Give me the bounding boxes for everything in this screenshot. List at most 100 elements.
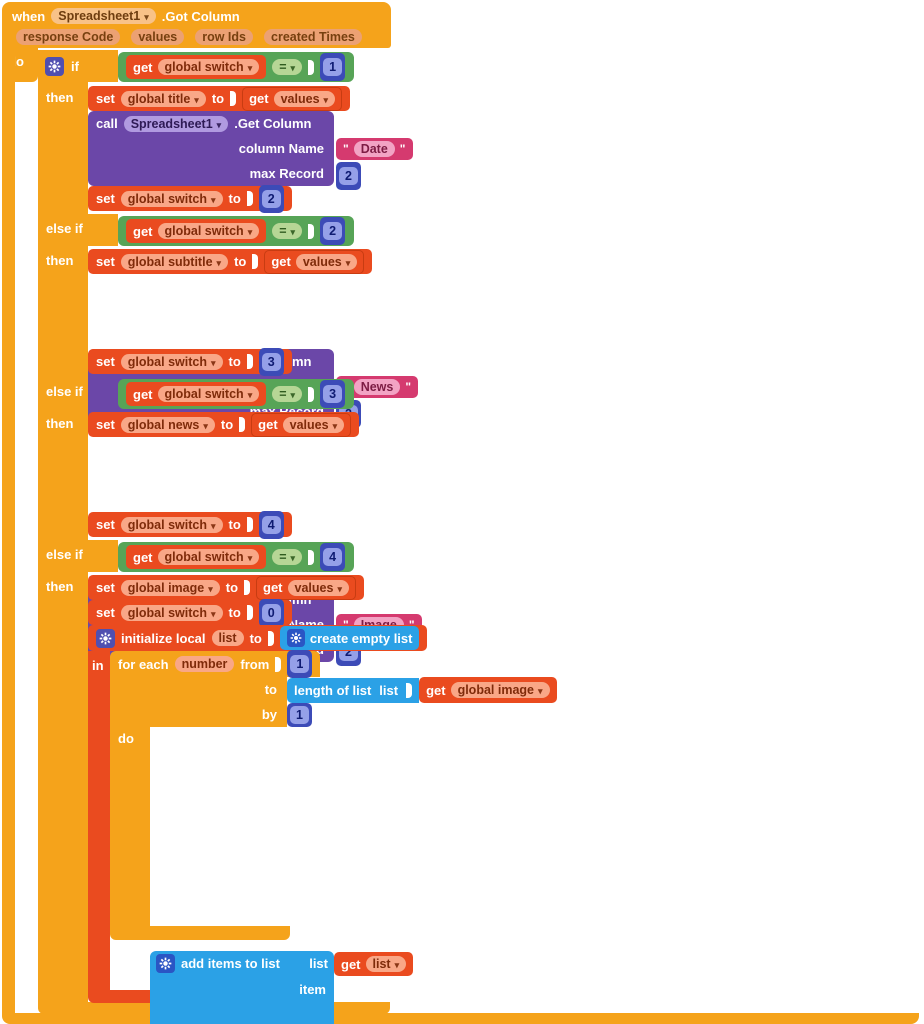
operator-dropdown[interactable]: =	[272, 386, 303, 402]
get-values-block[interactable]: get values	[256, 575, 356, 600]
mutator-gear-icon[interactable]	[286, 629, 305, 647]
number-2-block[interactable]: 2	[320, 217, 346, 245]
variable-dropdown[interactable]: global switch	[157, 59, 260, 75]
if-block-header[interactable]: if	[38, 50, 118, 82]
string-date-block[interactable]: " Date "	[336, 138, 413, 160]
get-global-switch-block[interactable]: get global switch	[126, 219, 267, 243]
get-values-block[interactable]: get values	[264, 249, 365, 274]
local-name-field[interactable]: list	[211, 630, 244, 646]
get-global-image-block[interactable]: get global image	[419, 677, 557, 703]
call-getcolumn-block-1[interactable]: call Spreadsheet1 .Get Column column Nam…	[88, 111, 413, 190]
variable-dropdown[interactable]: values	[273, 90, 336, 107]
get-global-switch-block[interactable]: get global switch	[126, 382, 267, 406]
dropdown-caret-icon	[287, 550, 296, 564]
do-label: do	[118, 731, 134, 746]
event-param-rowids[interactable]: row Ids	[195, 29, 253, 45]
variable-dropdown[interactable]: global switch	[120, 353, 223, 370]
variable-dropdown[interactable]: global subtitle	[120, 253, 229, 270]
variable-dropdown[interactable]: global news	[120, 416, 215, 433]
when-bottom-bar	[2, 1013, 919, 1024]
string-news-block[interactable]: "News"	[336, 376, 419, 398]
foreach-by-label: by	[110, 702, 287, 727]
get-values-block[interactable]: get values	[242, 86, 343, 111]
socket-notch	[252, 254, 259, 269]
dropdown-caret-icon	[213, 255, 222, 269]
elseif-label-3: else if	[38, 540, 118, 572]
loop-var-field[interactable]: number	[174, 656, 235, 672]
variable-dropdown[interactable]: global image	[450, 682, 550, 698]
component-dropdown[interactable]: Spreadsheet1	[123, 115, 229, 132]
dropdown-caret-icon	[207, 355, 216, 369]
operator-dropdown[interactable]: =	[272, 223, 303, 239]
number-3-block[interactable]: 3	[258, 347, 284, 376]
create-empty-list-block[interactable]: create empty list	[279, 626, 420, 650]
number-1-block[interactable]: 1	[320, 53, 346, 81]
dropdown-caret-icon	[207, 518, 216, 532]
number-4-block[interactable]: 4	[320, 543, 346, 571]
if-block-spine[interactable]	[38, 50, 88, 1003]
foreach-number-block[interactable]: for each number from 1	[110, 650, 321, 678]
variable-dropdown[interactable]: global switch	[120, 604, 223, 621]
dropdown-caret-icon	[204, 581, 213, 595]
get-global-switch-block[interactable]: get global switch	[126, 545, 267, 569]
if-keyword: if	[71, 58, 79, 74]
variable-dropdown[interactable]: global switch	[157, 386, 260, 402]
variable-dropdown[interactable]: global switch	[157, 549, 260, 565]
number-1-block[interactable]: 1	[287, 650, 313, 678]
number-0-block[interactable]: 0	[258, 598, 284, 627]
length-of-list-block[interactable]: length of list list get global image	[287, 677, 557, 703]
number-2-block[interactable]: 2	[336, 162, 361, 190]
variable-dropdown[interactable]: global switch	[120, 190, 223, 207]
socket-notch	[308, 59, 315, 75]
event-param-responsecode[interactable]: response Code	[16, 29, 121, 45]
component-dropdown[interactable]: Spreadsheet1	[51, 8, 156, 24]
variable-dropdown[interactable]: values	[295, 253, 358, 270]
variable-dropdown[interactable]: values	[282, 416, 345, 433]
number-2-block[interactable]: 2	[258, 184, 284, 213]
variable-dropdown[interactable]: global switch	[157, 223, 260, 239]
socket-notch	[406, 682, 413, 698]
elseif-label-1: else if	[38, 214, 118, 246]
dropdown-caret-icon	[320, 92, 329, 106]
dropdown-caret-icon	[207, 606, 216, 620]
init-local-list-block[interactable]: initialize local list to create empty li…	[88, 625, 428, 651]
when-left-spine	[2, 48, 15, 1014]
variable-dropdown[interactable]: list	[365, 956, 407, 972]
number-4-block[interactable]: 4	[258, 510, 284, 539]
get-values-block[interactable]: get values	[251, 412, 352, 437]
dropdown-caret-icon	[207, 192, 216, 206]
operator-dropdown[interactable]: =	[272, 59, 303, 75]
dropdown-caret-icon	[244, 387, 253, 401]
number-1-block[interactable]: 1	[287, 703, 312, 727]
text-field[interactable]: Date	[353, 141, 395, 157]
event-param-values[interactable]: values	[131, 29, 185, 45]
operator-dropdown[interactable]: =	[272, 549, 303, 565]
when-gotcolumn-block[interactable]: when Spreadsheet1 .Got Column response C…	[2, 2, 391, 48]
mutator-gear-icon[interactable]	[96, 628, 115, 648]
variable-dropdown[interactable]: global title	[120, 90, 206, 107]
add-items-block[interactable]: add items to list list item get list	[150, 951, 414, 1024]
event-param-createdtimes[interactable]: created Times	[264, 29, 362, 45]
variable-dropdown[interactable]: global switch	[120, 516, 223, 533]
get-list-block[interactable]: get list	[334, 952, 414, 976]
mutator-gear-icon[interactable]	[156, 954, 175, 973]
variable-dropdown[interactable]: global image	[120, 579, 220, 596]
variable-dropdown[interactable]: values	[287, 579, 349, 596]
text-field[interactable]: News	[353, 379, 401, 395]
mutator-gear-icon[interactable]	[45, 56, 64, 76]
number-3-block[interactable]: 3	[320, 380, 346, 408]
dropdown-caret-icon	[391, 957, 400, 971]
get-global-switch-block[interactable]: get global switch	[126, 55, 267, 79]
